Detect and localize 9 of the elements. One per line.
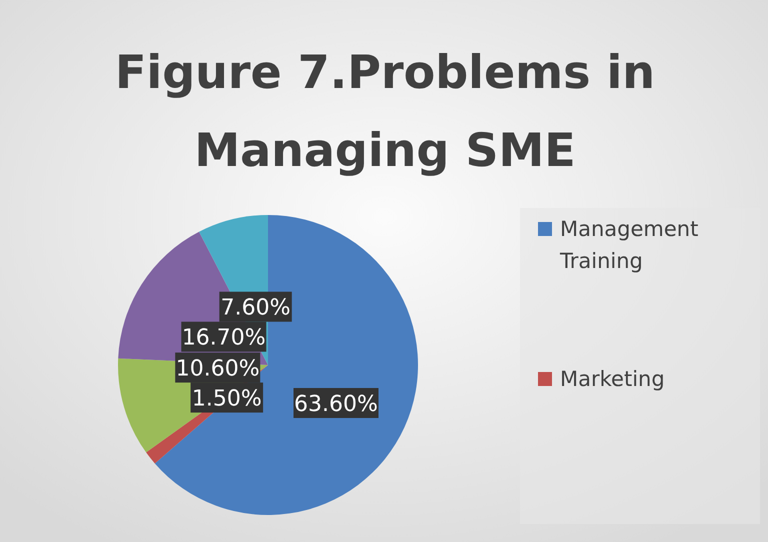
legend-label: Marketing bbox=[560, 367, 665, 391]
data-label: 10.60% bbox=[176, 356, 260, 382]
chart-title: Figure 7.Problems in Managing SME bbox=[115, 45, 655, 177]
data-label: 1.50% bbox=[192, 386, 262, 412]
data-label: 16.70% bbox=[182, 326, 266, 351]
data-label: 7.60% bbox=[220, 296, 291, 321]
legend-label: Management Training bbox=[559, 217, 698, 273]
pie-slice bbox=[154, 215, 418, 515]
data-label: 63.60% bbox=[294, 392, 378, 417]
